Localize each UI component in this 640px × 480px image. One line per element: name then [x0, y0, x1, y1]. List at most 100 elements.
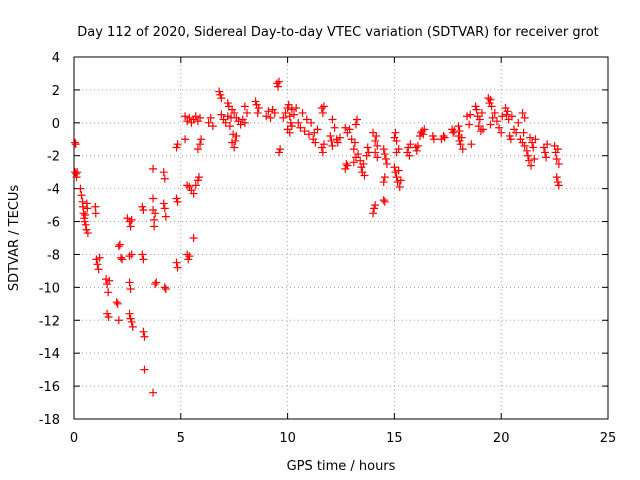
data-point: [486, 95, 495, 104]
y-tick-label: 2: [52, 84, 60, 99]
data-point: [300, 127, 309, 136]
y-tick-label: -16: [39, 380, 60, 395]
data-point: [138, 202, 147, 211]
plot-frame: [73, 56, 609, 420]
data-point: [224, 102, 233, 111]
data-point: [193, 145, 202, 154]
data-point: [363, 143, 372, 152]
data-point: [428, 131, 437, 140]
data-point: [73, 168, 82, 177]
data-point: [294, 118, 303, 127]
data-point: [335, 133, 344, 142]
data-point: [381, 155, 390, 164]
data-point: [93, 260, 102, 269]
data-point: [184, 255, 193, 264]
data-point: [126, 222, 135, 231]
data-point: [380, 150, 389, 159]
data-point: [231, 136, 240, 145]
data-point: [342, 159, 351, 168]
data-point: [290, 110, 299, 119]
data-point: [127, 250, 136, 259]
data-point: [91, 209, 100, 218]
data-point: [317, 104, 326, 113]
data-point: [522, 146, 531, 155]
data-point: [240, 102, 249, 111]
data-point: [161, 285, 170, 294]
y-tick-label: 4: [52, 51, 60, 66]
data-point: [160, 283, 169, 292]
x-tick-label: 25: [600, 431, 617, 446]
data-point: [173, 140, 182, 149]
data-point: [341, 123, 350, 132]
data-point: [230, 143, 239, 152]
data-point: [83, 204, 92, 213]
data-point: [405, 151, 414, 160]
data-point: [359, 159, 368, 168]
data-point: [194, 173, 203, 182]
data-point: [78, 202, 87, 211]
data-point: [349, 158, 358, 167]
data-point: [254, 104, 263, 113]
data-point: [114, 242, 123, 251]
data-point: [151, 280, 160, 289]
data-point: [379, 196, 388, 205]
data-point: [264, 107, 273, 116]
data-point: [126, 285, 135, 294]
grid: [74, 57, 608, 419]
y-tick-label: -12: [39, 314, 60, 329]
data-point: [262, 112, 271, 121]
data-point: [514, 118, 523, 127]
data-point: [449, 128, 458, 137]
data-point: [172, 143, 181, 152]
data-point: [484, 94, 493, 103]
data-point: [529, 143, 538, 152]
data-point: [420, 125, 429, 134]
data-point: [160, 174, 169, 183]
data-point: [159, 199, 168, 208]
data-point: [302, 115, 311, 124]
data-point: [467, 140, 476, 149]
data-point: [191, 181, 200, 190]
data-point: [161, 212, 170, 221]
x-axis-label: GPS time / hours: [287, 459, 396, 474]
y-tick-label: -10: [39, 281, 60, 296]
data-point: [151, 209, 160, 218]
data-point: [126, 314, 135, 323]
data-point: [526, 133, 535, 142]
data-point: [72, 173, 81, 182]
data-point: [454, 122, 463, 131]
data-point: [139, 206, 148, 215]
data-point: [369, 209, 378, 218]
data-point: [512, 128, 521, 137]
data-point: [554, 181, 563, 190]
data-point: [413, 141, 422, 150]
data-point: [350, 138, 359, 147]
data-point: [81, 220, 90, 229]
data-point: [502, 110, 511, 119]
data-point: [204, 118, 213, 127]
data-point: [523, 151, 532, 160]
data-point: [243, 108, 252, 117]
y-tick-label: -8: [47, 248, 60, 263]
data-point: [519, 128, 528, 137]
data-point: [138, 250, 147, 259]
data-point: [495, 123, 504, 132]
data-point: [230, 108, 239, 117]
data-point: [307, 118, 316, 127]
data-point: [373, 141, 382, 150]
data-point: [391, 128, 400, 137]
data-point: [275, 77, 284, 86]
data-point: [191, 112, 200, 121]
data-point: [475, 115, 484, 124]
data-point: [173, 197, 182, 206]
chart-title: Day 112 of 2020, Sidereal Day-to-day VTE…: [77, 25, 599, 40]
data-point: [527, 161, 536, 170]
data-point: [285, 112, 294, 121]
data-point: [281, 108, 290, 117]
data-point: [552, 155, 561, 164]
data-point: [380, 197, 389, 206]
data-point: [159, 168, 168, 177]
data-point: [371, 201, 380, 210]
data-point: [319, 102, 328, 111]
data-point: [113, 299, 122, 308]
